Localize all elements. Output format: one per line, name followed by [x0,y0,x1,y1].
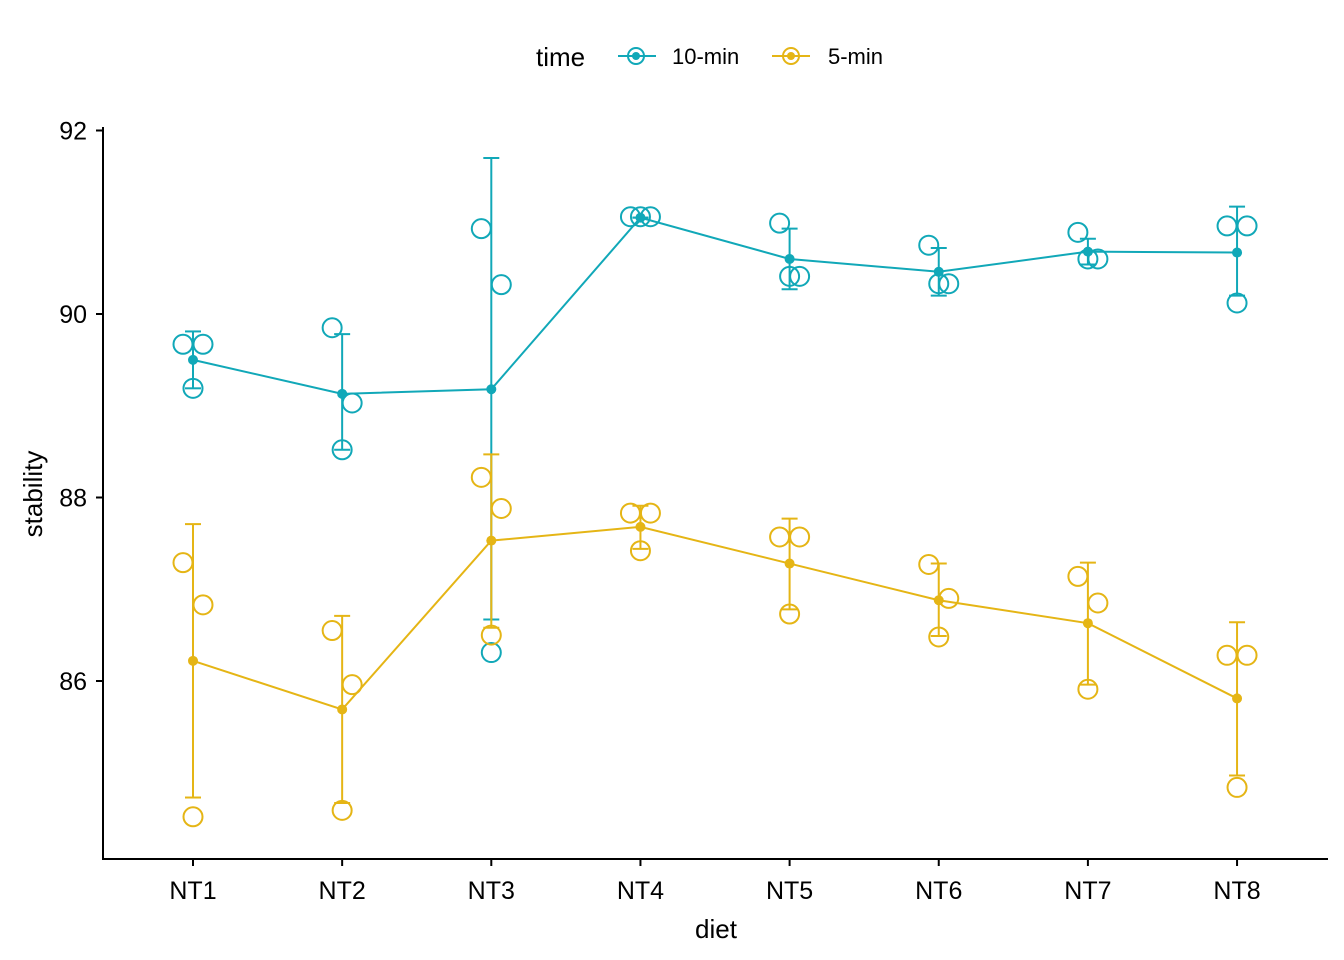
data-point [918,234,940,256]
data-point [480,642,502,664]
legend-key-dot [787,52,795,60]
legend-label-5-min: 5-min [828,44,883,69]
x-tick-label: NT4 [617,877,664,905]
x-tick-label: NT6 [915,877,962,905]
x-axis-title: diet [695,914,738,944]
series-5-min [172,453,1258,828]
plot-area [172,157,1258,828]
data-point [1216,215,1238,237]
data-point [629,206,651,228]
mean-point [1082,618,1093,629]
x-tick-label: NT1 [169,877,216,905]
data-point [1067,565,1089,587]
data-point [1216,644,1238,666]
x-tick-label: NT3 [468,877,515,905]
legend-key-ring [782,47,800,65]
data-point [470,218,492,240]
mean-point [1232,247,1243,258]
y-axis-title: stability [18,451,48,538]
data-point [172,333,194,355]
series-line [192,216,1238,395]
mean-point [635,521,646,532]
data-point [1236,644,1258,666]
x-tick-label: NT2 [319,877,366,905]
legend-label-10-min: 10-min [672,44,739,69]
mean-point [1082,246,1093,257]
legend-key-dot [632,52,640,60]
data-point [769,526,791,548]
data-point [1236,215,1258,237]
data-point [192,333,214,355]
data-point [1226,776,1248,798]
mean-point [635,212,646,223]
mean-point [486,535,497,546]
mean-point [337,388,348,399]
mean-point [337,704,348,715]
mean-point [784,558,795,569]
data-point [182,806,204,828]
x-ticks: NT1 NT2 NT3 NT4 NT5 NT6 NT7 NT8 [169,859,1261,905]
mean-point [784,253,795,264]
legend-title: time [536,42,585,72]
series-line [192,525,1238,711]
y-tick-label: 90 [59,301,87,329]
mean-point [1232,693,1243,704]
y-ticks: 86 88 90 92 [59,118,103,696]
data-point [470,466,492,488]
data-point [321,317,343,339]
legend-item-10-min: 10-min [618,44,739,69]
mean-point [933,266,944,277]
mean-point [188,354,198,365]
y-tick-label: 88 [59,485,87,513]
data-point [1067,221,1089,243]
data-point [490,274,512,296]
legend-key-ring [627,47,645,65]
data-point [789,526,811,548]
x-tick-label: NT5 [766,877,813,905]
data-point [1087,592,1109,614]
y-tick-label: 86 [59,668,87,696]
mean-point [188,655,198,666]
series-10-min [172,157,1258,664]
data-point [192,594,214,616]
mean-point [486,384,497,395]
data-point [321,620,343,642]
mean-point [933,595,944,606]
data-point [172,552,194,574]
x-tick-label: NT7 [1064,877,1111,905]
x-tick-label: NT8 [1213,877,1260,905]
data-point [769,212,791,234]
legend-item-5-min: 5-min [772,44,883,69]
data-point [490,498,512,520]
legend: time 10-min 5-min [536,42,883,72]
y-tick-label: 92 [59,118,87,146]
